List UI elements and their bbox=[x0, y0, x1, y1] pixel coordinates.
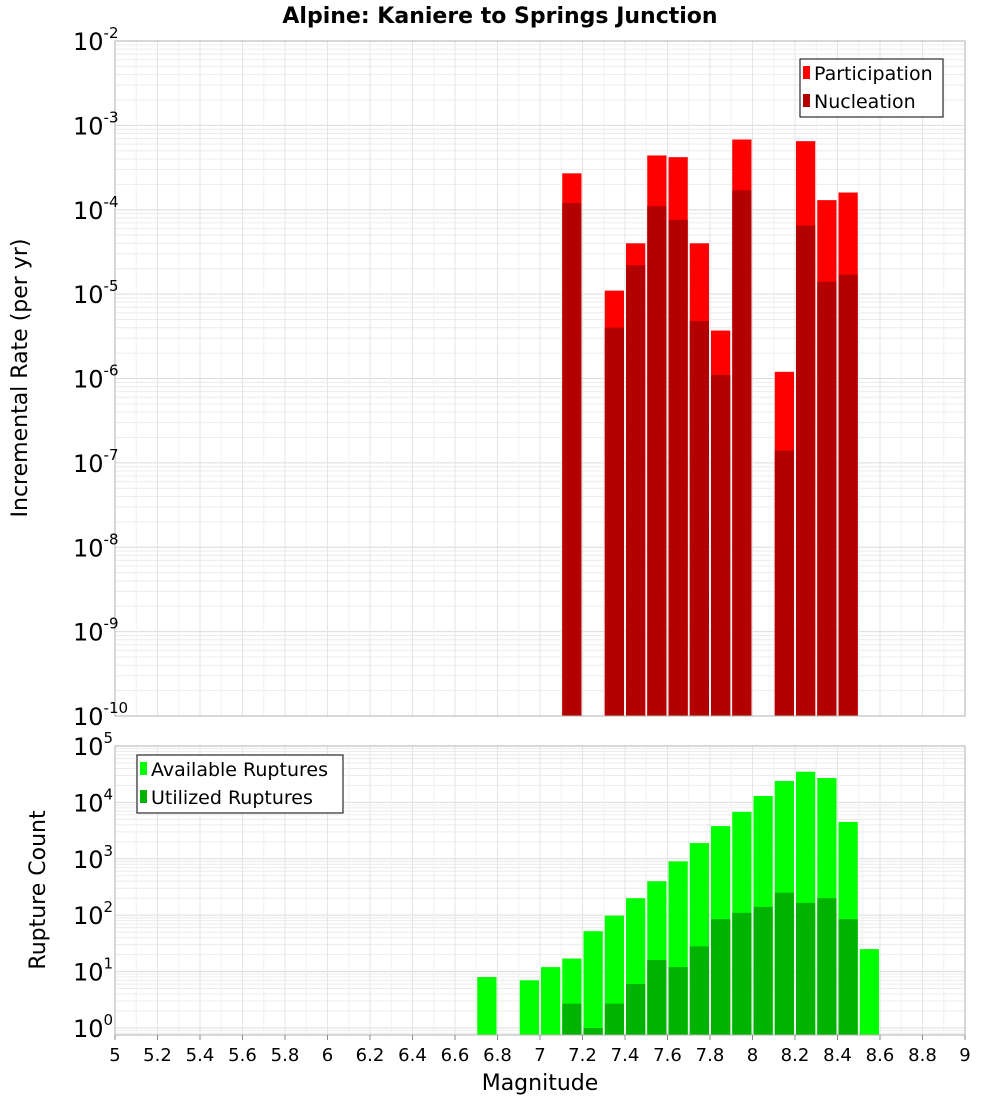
bar-nucleation bbox=[796, 225, 816, 716]
x-tick-label: 6.8 bbox=[483, 1045, 512, 1066]
y-tick-label: 102 bbox=[73, 898, 113, 930]
x-tick-label: 7 bbox=[534, 1045, 545, 1066]
x-tick-label: 8.8 bbox=[908, 1045, 937, 1066]
bar-nucleation bbox=[626, 265, 646, 716]
legend-box bbox=[799, 58, 944, 118]
x-tick-label: 5.8 bbox=[271, 1045, 300, 1066]
x-tick-label: 6.4 bbox=[398, 1045, 427, 1066]
y-tick-label: 101 bbox=[73, 955, 113, 987]
x-tick-label: 7.8 bbox=[696, 1045, 725, 1066]
bar-utilized-ruptures bbox=[732, 912, 752, 1035]
y-tick-label: 105 bbox=[73, 729, 113, 761]
plot-border bbox=[114, 40, 966, 717]
legend-swatch bbox=[803, 66, 810, 79]
x-tick-label: 9 bbox=[959, 1045, 970, 1066]
x-tick-label: 5 bbox=[109, 1045, 120, 1066]
x-tick-label: 6.6 bbox=[441, 1045, 470, 1066]
legend: Participation Nucleation bbox=[799, 58, 944, 118]
legend-box bbox=[136, 754, 344, 814]
bar-utilized-ruptures bbox=[604, 1003, 624, 1035]
bar-utilized-ruptures bbox=[626, 984, 646, 1035]
y-tick-label: 10-9 bbox=[73, 615, 119, 647]
legend-label: Utilized Ruptures bbox=[151, 787, 313, 809]
y-tick-label: 10-3 bbox=[73, 108, 119, 140]
panel-1: 100 101 102 103 104 105 Available Ruptures Util… bbox=[73, 729, 966, 1043]
bar-nucleation bbox=[774, 450, 794, 716]
bar-available-ruptures bbox=[541, 967, 561, 1035]
bar-nucleation bbox=[838, 274, 858, 716]
bar-utilized-ruptures bbox=[774, 892, 794, 1035]
bar-utilized-ruptures bbox=[583, 1027, 603, 1035]
y-tick-label: 10-6 bbox=[73, 362, 119, 394]
y-tick-label: 10-4 bbox=[73, 193, 119, 225]
bar-utilized-ruptures bbox=[689, 946, 709, 1035]
legend-label: Available Ruptures bbox=[151, 759, 328, 781]
legend-swatch bbox=[140, 790, 147, 803]
legend: Available Ruptures Utilized Ruptures bbox=[136, 754, 344, 814]
bar-available-ruptures bbox=[519, 980, 539, 1035]
x-axis-label: Magnitude bbox=[482, 1071, 599, 1096]
x-tick-label: 6 bbox=[322, 1045, 333, 1066]
x-tick-label: 5.4 bbox=[186, 1045, 215, 1066]
legend-label: Participation bbox=[814, 63, 933, 85]
x-tick-label: 5.6 bbox=[228, 1045, 257, 1066]
bar-utilized-ruptures bbox=[668, 967, 688, 1035]
panel-0: 10-10 10-9 10-8 10-7 10-6 10-5 10-4 10-3 10-2 Par… bbox=[73, 24, 966, 731]
x-tick-label: 7.2 bbox=[568, 1045, 597, 1066]
y-tick-label: 10-8 bbox=[73, 530, 119, 562]
bar-utilized-ruptures bbox=[796, 902, 816, 1035]
bar-nucleation bbox=[647, 206, 667, 716]
y-tick-label: 104 bbox=[73, 785, 113, 817]
bar-nucleation bbox=[689, 321, 709, 716]
x-tick-label: 5.2 bbox=[143, 1045, 172, 1066]
chart-title: Alpine: Kaniere to Springs Junction bbox=[282, 4, 717, 29]
x-tick-label: 7.4 bbox=[611, 1045, 640, 1066]
x-tick-label: 6.2 bbox=[356, 1045, 385, 1066]
bar-utilized-ruptures bbox=[562, 1003, 582, 1035]
y-tick-label: 10-10 bbox=[73, 699, 128, 731]
bar-available-ruptures bbox=[583, 931, 603, 1035]
legend-swatch bbox=[140, 762, 147, 775]
bar-nucleation bbox=[604, 327, 624, 716]
bar-available-ruptures bbox=[477, 977, 497, 1035]
x-tick-label: 8 bbox=[747, 1045, 758, 1066]
y-tick-label: 10-2 bbox=[73, 24, 119, 56]
y-tick-label: 10-5 bbox=[73, 277, 119, 309]
bottom-y-axis-label: Rupture Count bbox=[26, 810, 51, 970]
bar-utilized-ruptures bbox=[838, 919, 858, 1035]
bar-utilized-ruptures bbox=[753, 906, 773, 1035]
top-y-axis-label: Incremental Rate (per yr) bbox=[8, 239, 33, 518]
bar-nucleation bbox=[562, 203, 582, 716]
x-tick-label: 8.6 bbox=[866, 1045, 895, 1066]
x-tick-label: 7.6 bbox=[653, 1045, 682, 1066]
y-tick-label: 100 bbox=[73, 1011, 113, 1043]
bar-nucleation bbox=[817, 281, 837, 716]
bar-utilized-ruptures bbox=[817, 898, 837, 1035]
bar-available-ruptures bbox=[859, 949, 879, 1035]
x-tick-label: 8.2 bbox=[781, 1045, 810, 1066]
y-tick-label: 10-7 bbox=[73, 446, 119, 478]
legend-label: Nucleation bbox=[814, 91, 916, 113]
legend-swatch bbox=[803, 94, 810, 107]
bar-nucleation bbox=[711, 375, 731, 716]
bar-utilized-ruptures bbox=[647, 960, 667, 1035]
plot-layer: 10-10 10-9 10-8 10-7 10-6 10-5 10-4 10-3 10-2 Par… bbox=[73, 24, 971, 1066]
bar-nucleation bbox=[732, 190, 752, 716]
bar-nucleation bbox=[668, 219, 688, 717]
y-tick-label: 103 bbox=[73, 842, 113, 874]
x-tick-label: 8.4 bbox=[823, 1045, 852, 1066]
bar-utilized-ruptures bbox=[711, 919, 731, 1035]
